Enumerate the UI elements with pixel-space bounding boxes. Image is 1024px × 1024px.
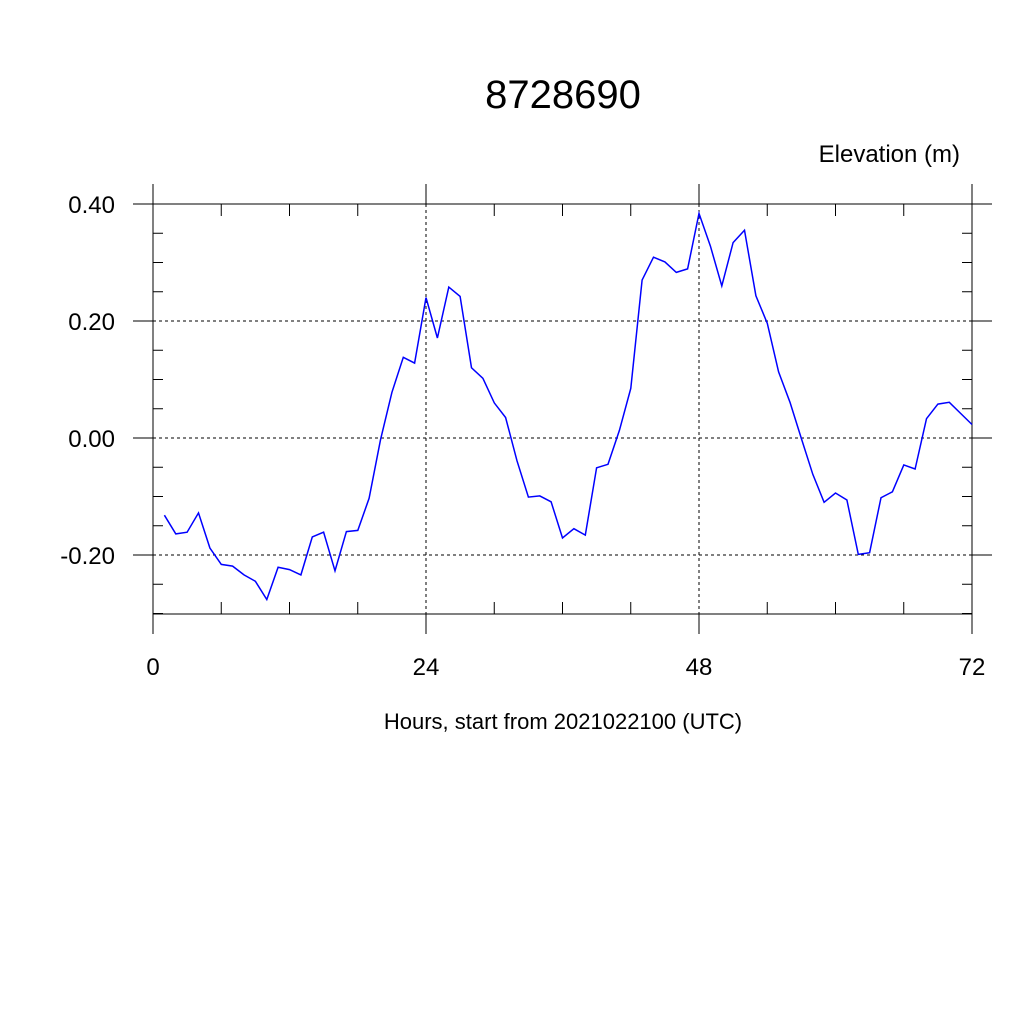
x-tick-label: 72 [959, 654, 986, 681]
y-tick-label: 0.00 [68, 426, 115, 453]
chart-title: 8728690 [485, 73, 641, 117]
x-tick-label: 24 [413, 654, 440, 681]
x-axis-label: Hours, start from 2021022100 (UTC) [384, 709, 742, 734]
elevation-series-line [163, 210, 973, 602]
y-axis-label: Elevation (m) [819, 141, 960, 168]
y-tick-label: 0.20 [68, 309, 115, 336]
x-tick-label: 0 [146, 654, 159, 681]
x-tick-label: 48 [686, 654, 713, 681]
y-tick-label: 0.40 [68, 192, 115, 219]
y-tick-label: -0.20 [60, 543, 115, 570]
